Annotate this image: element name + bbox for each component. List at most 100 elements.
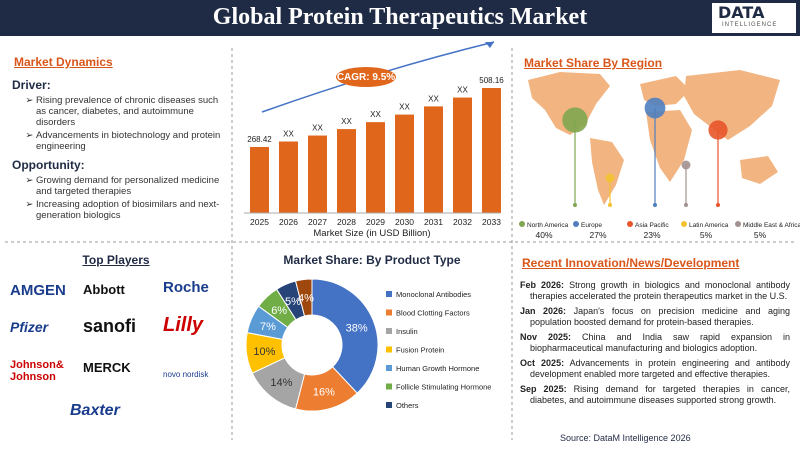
legend-label: Insulin bbox=[396, 327, 418, 336]
section-title: Market Share: By Product Type bbox=[283, 253, 461, 267]
bar bbox=[366, 122, 385, 213]
data-label: 16% bbox=[313, 386, 335, 398]
bubble bbox=[708, 120, 728, 140]
bar bbox=[308, 135, 327, 213]
logo: DATA bbox=[718, 3, 765, 22]
player-logo: AMGEN bbox=[10, 282, 66, 299]
x-tick-label: 2028 bbox=[337, 217, 356, 227]
legend-dot bbox=[735, 221, 741, 227]
news: Feb 2026: Strong growth in biologics and… bbox=[520, 280, 790, 410]
x-axis-label: Market Size (in USD Billion) bbox=[313, 228, 430, 239]
legend-label: Latin America bbox=[689, 222, 729, 229]
x-tick-label: 2026 bbox=[279, 217, 298, 227]
data-label: 10% bbox=[253, 346, 275, 358]
legend-dot bbox=[681, 221, 687, 227]
news-text: Rising demand for targeted therapies in … bbox=[530, 384, 790, 405]
arrow-head bbox=[485, 42, 494, 48]
source: Source: DataM Intelligence 2026 bbox=[560, 433, 691, 443]
news-date: Sep 2025: bbox=[520, 384, 567, 394]
value-label: 268.42 bbox=[247, 135, 272, 144]
players: AMGEN Abbott Roche Pfizer sanofi Lilly Johnson… bbox=[5, 275, 230, 435]
continent bbox=[740, 156, 778, 184]
list: Rising prevalence of chronic diseases su… bbox=[10, 95, 222, 152]
section-title: Market Share By Region bbox=[524, 56, 663, 70]
news-item: Jan 2026: Japan's focus on precision med… bbox=[520, 306, 790, 328]
legend-swatch bbox=[386, 291, 392, 297]
region-value: 5% bbox=[754, 230, 767, 240]
news-text: Japan's focus on precision medicine and … bbox=[530, 306, 790, 327]
page-title: Global Protein Therapeutics Market bbox=[212, 4, 588, 30]
legend-label: Monoclonal Antibodies bbox=[396, 290, 471, 299]
news-item: Oct 2025: Advancements in protein engine… bbox=[520, 358, 790, 380]
continent bbox=[590, 138, 624, 205]
value-label: XX bbox=[312, 124, 323, 133]
data-label: 14% bbox=[270, 377, 292, 389]
news-text: Strong growth in biologics and monoclona… bbox=[530, 280, 790, 301]
heading: Opportunity: bbox=[12, 158, 85, 172]
region-value: 5% bbox=[700, 230, 713, 240]
legend-label: Human Growth Hormone bbox=[396, 364, 479, 373]
legend-swatch bbox=[386, 402, 392, 408]
player-logo: Lilly bbox=[163, 314, 204, 336]
legend-label: Europe bbox=[581, 222, 602, 229]
item: Growing demand for personalized medicine… bbox=[36, 175, 222, 197]
value-label: XX bbox=[283, 129, 294, 138]
value-label: XX bbox=[399, 103, 410, 112]
continent bbox=[646, 110, 692, 182]
news-text: China and India saw rapid expansion in b… bbox=[530, 332, 790, 353]
world-map bbox=[528, 70, 780, 205]
player-logo: sanofi bbox=[83, 316, 137, 336]
value-label: XX bbox=[428, 94, 439, 103]
data-label: 6% bbox=[271, 305, 287, 317]
bubble bbox=[681, 160, 691, 170]
continent bbox=[528, 72, 610, 135]
legend-label: Others bbox=[396, 401, 419, 410]
legend-swatch bbox=[386, 383, 392, 390]
news-item: Feb 2026: Strong growth in biologics and… bbox=[520, 280, 790, 302]
section-title: Recent Innovation/News/Development bbox=[522, 256, 740, 270]
stem-dot bbox=[716, 203, 720, 207]
stem-dot bbox=[573, 203, 577, 207]
section-title: Top Players bbox=[82, 253, 150, 267]
legend-swatch bbox=[386, 328, 392, 334]
item: Rising prevalence of chronic diseases su… bbox=[36, 95, 222, 128]
player-logo: Johnson& Johnson bbox=[10, 359, 64, 383]
player-logo: Pfizer bbox=[10, 319, 49, 335]
x-tick-label: 2027 bbox=[308, 217, 327, 227]
legend-label: Asia Pacific bbox=[635, 222, 669, 229]
header-bar bbox=[0, 0, 800, 36]
bubble bbox=[605, 173, 615, 183]
heading: Driver: bbox=[12, 78, 51, 92]
bar bbox=[395, 114, 414, 213]
player-logo: Roche bbox=[163, 279, 209, 296]
player-logo: MERCK bbox=[83, 360, 131, 375]
cagr-badge bbox=[336, 67, 396, 87]
data-label: 5% bbox=[285, 296, 301, 308]
data-label: 4% bbox=[298, 292, 314, 304]
news-date: Oct 2025: bbox=[520, 358, 565, 368]
dynamics: Driver: Rising prevalence of chronic dise… bbox=[10, 72, 222, 225]
data-label: 7% bbox=[260, 321, 276, 333]
bar bbox=[337, 129, 356, 213]
donut-slice bbox=[311, 278, 379, 394]
stem-dot bbox=[653, 203, 657, 207]
value-label: XX bbox=[457, 86, 468, 95]
legend-swatch bbox=[386, 346, 392, 353]
legend-label: Middle East & Africa bbox=[743, 222, 800, 229]
logo-box: DATA INTELLIGENCE bbox=[712, 3, 796, 33]
item: Advancements in biotechnology and protei… bbox=[36, 130, 222, 152]
x-tick-label: 2030 bbox=[395, 217, 414, 227]
news-item: Nov 2025: China and India saw rapid expa… bbox=[520, 332, 790, 354]
logo-sub: INTELLIGENCE bbox=[722, 22, 778, 28]
value-label: XX bbox=[341, 117, 352, 126]
region-value: 27% bbox=[589, 230, 606, 240]
item: Increasing adoption of biosimilars and n… bbox=[36, 199, 222, 221]
bar bbox=[250, 146, 269, 213]
data-label: 38% bbox=[346, 322, 368, 334]
section-title: Market Dynamics bbox=[14, 55, 113, 69]
legend-label: Fusion Protein bbox=[396, 346, 444, 355]
news-text: Advancements in protein engineering and … bbox=[530, 358, 791, 379]
legend-label: Blood Clotting Factors bbox=[396, 309, 470, 318]
